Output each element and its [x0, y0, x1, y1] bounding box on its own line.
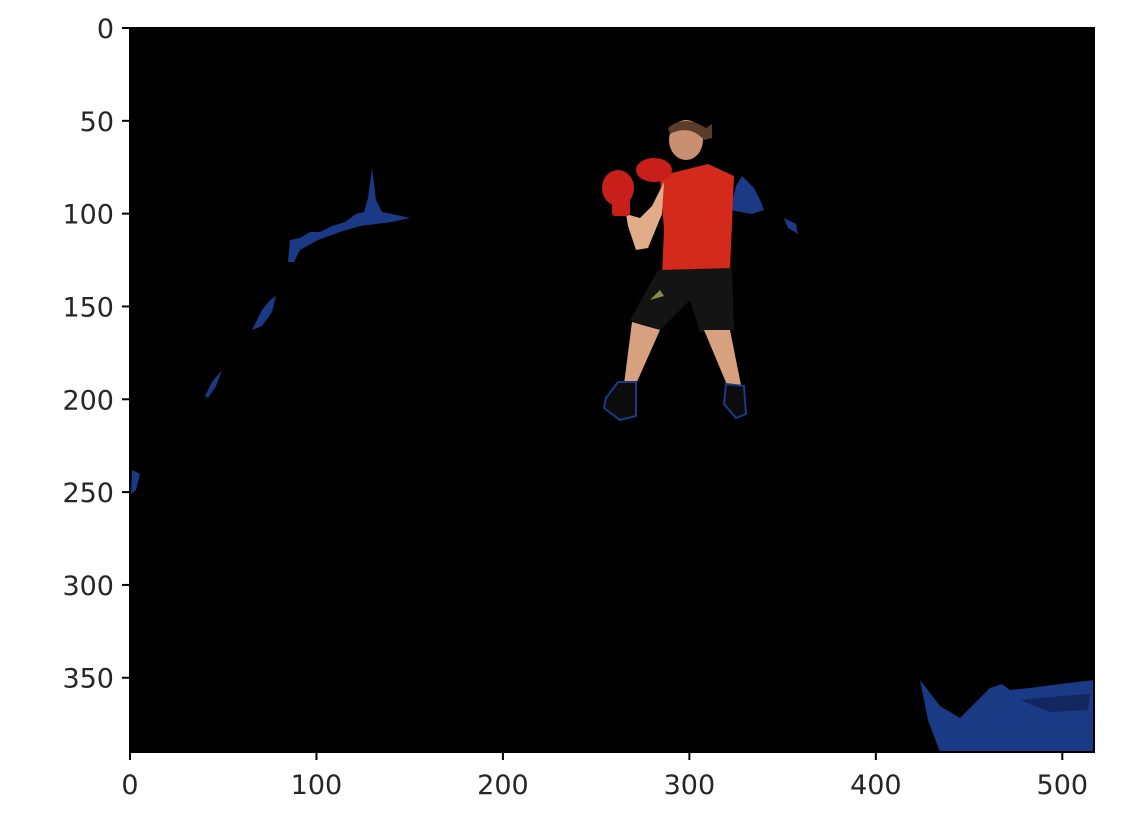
- black-shorts: [630, 268, 734, 332]
- x-tick-label: 300: [664, 770, 716, 801]
- x-tick-label: 0: [121, 770, 138, 801]
- glove-right: [636, 158, 672, 182]
- y-tick-label: 150: [62, 292, 114, 323]
- y-tick-label: 50: [80, 107, 114, 138]
- y-tick-label: 250: [62, 478, 114, 509]
- x-tick-label: 200: [477, 770, 529, 801]
- glove-left: [602, 170, 634, 206]
- x-axis: 0 100 200 300 400 500: [121, 752, 1088, 801]
- x-tick-label: 100: [291, 770, 343, 801]
- blue-noise-arc: [131, 168, 798, 494]
- shoe-left: [602, 381, 637, 422]
- y-tick-label: 200: [62, 385, 114, 416]
- y-tick-label: 0: [97, 14, 114, 45]
- y-axis: 0 50 100 150 200 250 300 350: [62, 14, 130, 695]
- y-tick-label: 300: [62, 571, 114, 602]
- boxer-silhouette: [602, 120, 748, 422]
- blue-noise-corner: [920, 680, 1094, 752]
- axes-frame: [129, 27, 1095, 753]
- y-tick-label: 100: [62, 200, 114, 231]
- x-tick-label: 500: [1037, 770, 1089, 801]
- shoe-right: [722, 382, 748, 420]
- y-tick-label: 350: [62, 664, 114, 695]
- red-shirt: [660, 164, 734, 276]
- x-tick-label: 400: [850, 770, 902, 801]
- image-area: [130, 28, 1094, 752]
